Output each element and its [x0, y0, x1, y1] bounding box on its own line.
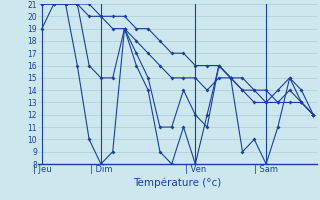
X-axis label: Température (°c): Température (°c)	[133, 177, 222, 188]
